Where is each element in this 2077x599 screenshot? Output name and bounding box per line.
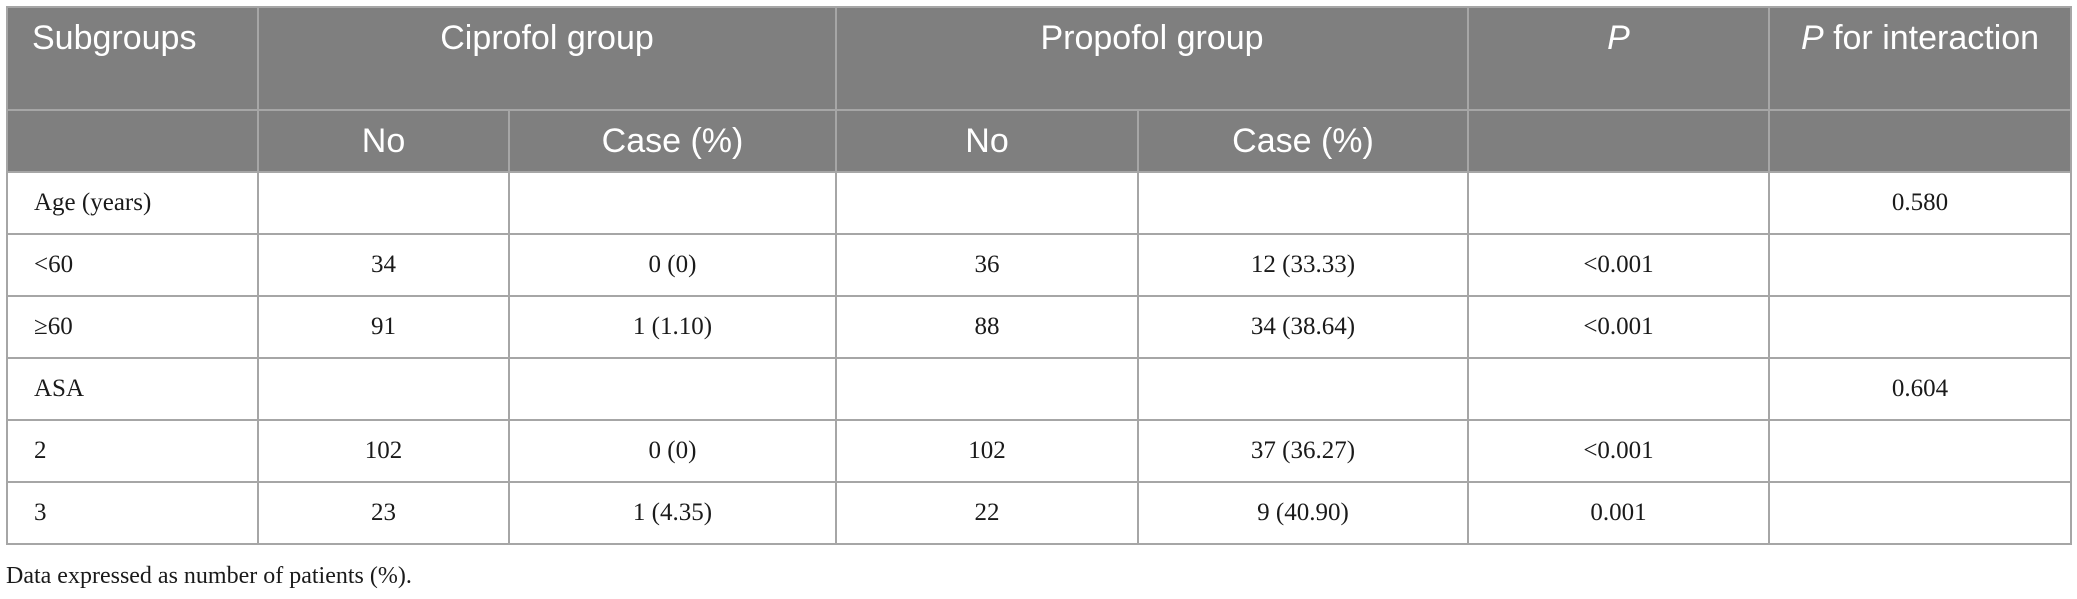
cell-subgroup: ≥60 xyxy=(6,295,259,359)
header-propofol-group: Propofol group xyxy=(834,6,1470,111)
header-sub-empty-2 xyxy=(1467,109,1771,173)
cell-ciprofol-no: 34 xyxy=(257,233,510,297)
cell-subgroup: ASA xyxy=(6,357,259,421)
header-p-interaction-rest: for interaction xyxy=(1833,19,2040,57)
table-row: ≥60 91 1 (1.10) 88 34 (38.64) <0.001 xyxy=(6,295,2073,359)
cell-p xyxy=(1467,171,1771,235)
cell-p-interaction xyxy=(1768,295,2073,359)
cell-ciprofol-case xyxy=(508,357,837,421)
cell-ciprofol-case: 1 (1.10) xyxy=(508,295,837,359)
header-ciprofol-no: No xyxy=(257,109,510,173)
cell-p xyxy=(1467,357,1771,421)
cell-subgroup: Age (years) xyxy=(6,171,259,235)
results-table-container: Subgroups Ciprofol group Propofol group … xyxy=(6,6,2073,545)
cell-propofol-no: 22 xyxy=(835,481,1139,545)
table-row: Age (years) 0.580 xyxy=(6,171,2073,235)
table-row: 3 23 1 (4.35) 22 9 (40.90) 0.001 xyxy=(6,481,2073,545)
cell-propofol-case: 34 (38.64) xyxy=(1136,295,1470,359)
cell-ciprofol-case: 0 (0) xyxy=(508,419,837,483)
table-row: ASA 0.604 xyxy=(6,357,2073,421)
header-ciprofol-group: Ciprofol group xyxy=(257,6,837,111)
cell-p: 0.001 xyxy=(1467,481,1771,545)
header-sub-empty-3 xyxy=(1768,109,2073,173)
cell-propofol-case: 37 (36.27) xyxy=(1136,419,1470,483)
cell-propofol-case: 9 (40.90) xyxy=(1136,481,1470,545)
cell-propofol-no xyxy=(835,171,1139,235)
cell-subgroup: <60 xyxy=(6,233,259,297)
cell-ciprofol-no: 23 xyxy=(257,481,510,545)
header-ciprofol-case: Case (%) xyxy=(508,109,837,173)
cell-propofol-no: 88 xyxy=(835,295,1139,359)
header-row-main: Subgroups Ciprofol group Propofol group … xyxy=(6,6,2073,111)
header-propofol-no: No xyxy=(835,109,1139,173)
cell-propofol-no: 102 xyxy=(835,419,1139,483)
cell-subgroup: 3 xyxy=(6,481,259,545)
header-p-italic: P xyxy=(1800,19,1824,57)
table-footnote: Data expressed as number of patients (%)… xyxy=(6,563,412,589)
cell-ciprofol-no: 102 xyxy=(257,419,510,483)
header-subgroups: Subgroups xyxy=(6,6,259,111)
cell-p-interaction: 0.580 xyxy=(1768,171,2073,235)
cell-ciprofol-case: 1 (4.35) xyxy=(508,481,837,545)
cell-propofol-case: 12 (33.33) xyxy=(1136,233,1470,297)
cell-propofol-no: 36 xyxy=(835,233,1139,297)
cell-p-interaction xyxy=(1768,419,2073,483)
cell-p-interaction xyxy=(1768,481,2073,545)
cell-ciprofol-no: 91 xyxy=(257,295,510,359)
cell-propofol-no xyxy=(835,357,1139,421)
cell-p: <0.001 xyxy=(1467,233,1771,297)
cell-propofol-case xyxy=(1136,357,1470,421)
table-row: 2 102 0 (0) 102 37 (36.27) <0.001 xyxy=(6,419,2073,483)
cell-p-interaction xyxy=(1768,233,2073,297)
subgroup-analysis-table: Subgroups Ciprofol group Propofol group … xyxy=(6,6,2073,545)
header-row-sub: No Case (%) No Case (%) xyxy=(6,109,2073,173)
cell-subgroup: 2 xyxy=(6,419,259,483)
cell-propofol-case xyxy=(1136,171,1470,235)
header-propofol-case: Case (%) xyxy=(1136,109,1470,173)
header-p-for-interaction: P for interaction xyxy=(1768,6,2073,111)
cell-p: <0.001 xyxy=(1467,419,1771,483)
cell-p-interaction: 0.604 xyxy=(1768,357,2073,421)
cell-ciprofol-no xyxy=(257,171,510,235)
cell-ciprofol-case xyxy=(508,171,837,235)
cell-p: <0.001 xyxy=(1467,295,1771,359)
cell-ciprofol-case: 0 (0) xyxy=(508,233,837,297)
header-sub-empty-1 xyxy=(6,109,259,173)
header-p: P xyxy=(1467,6,1771,111)
cell-ciprofol-no xyxy=(257,357,510,421)
table-row: <60 34 0 (0) 36 12 (33.33) <0.001 xyxy=(6,233,2073,297)
